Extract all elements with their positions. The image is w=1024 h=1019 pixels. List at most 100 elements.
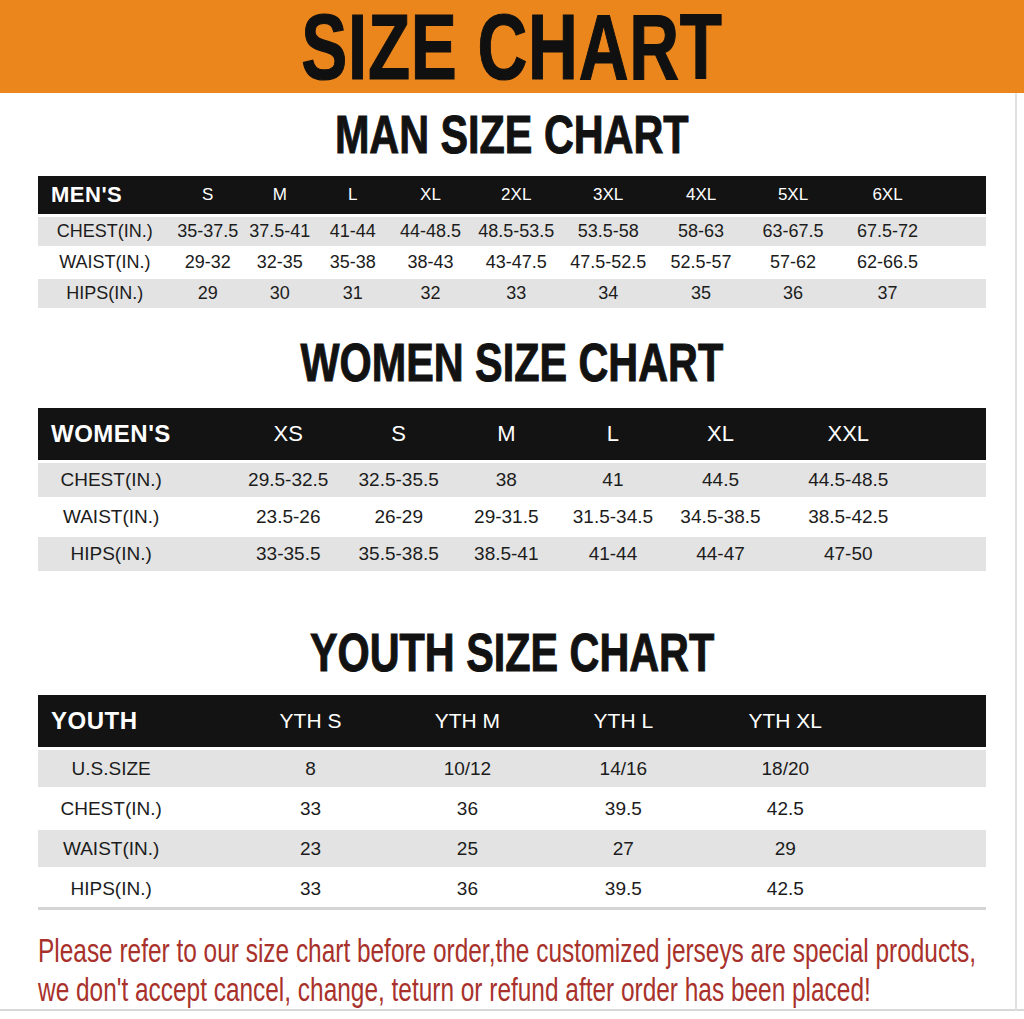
disclaimer-line-2: we don't accept cancel, change, teturn o… bbox=[38, 970, 768, 1009]
row-label: WAIST(IN.) bbox=[38, 500, 232, 537]
youth-col-header-yth-l: YTH L bbox=[546, 695, 701, 750]
men-header-row: MEN'SSMLXL2XL3XL4XL5XL6XL bbox=[38, 176, 986, 217]
youth-col-header-yth-xl: YTH XL bbox=[701, 695, 986, 750]
size-value-cell: 34.5-38.5 bbox=[666, 500, 774, 537]
size-value-cell: 35-38 bbox=[316, 248, 390, 279]
size-value-cell: 18/20 bbox=[701, 750, 986, 790]
row-label: CHEST(IN.) bbox=[38, 790, 232, 830]
row-label: WAIST(IN.) bbox=[38, 830, 232, 870]
size-value-cell: 32-35 bbox=[244, 248, 316, 279]
size-value-cell: 44-47 bbox=[666, 537, 774, 574]
size-value-cell: 44.5-48.5 bbox=[775, 463, 986, 500]
women-col-header-s: S bbox=[344, 408, 453, 463]
women-size-table: WOMEN'SXSSMLXLXXLCHEST(IN.)29.5-32.532.5… bbox=[38, 408, 986, 574]
men-row-chest-in.-: CHEST(IN.)35-37.537.5-4141-4444-48.548.5… bbox=[38, 217, 986, 248]
size-value-cell: 62-66.5 bbox=[839, 248, 986, 279]
size-value-cell: 58-63 bbox=[655, 217, 747, 248]
men-col-header-m: M bbox=[244, 176, 316, 217]
size-value-cell: 8 bbox=[232, 750, 388, 790]
size-value-cell: 37 bbox=[839, 279, 986, 310]
page-title: SIZE CHART bbox=[301, 1, 723, 93]
men-title-zone: MAN SIZE CHART bbox=[0, 93, 1024, 176]
youth-corner-label: YOUTH bbox=[38, 695, 232, 750]
men-section-title: MAN SIZE CHART bbox=[335, 108, 689, 161]
youth-row-chest-in.-: CHEST(IN.)333639.542.5 bbox=[38, 790, 986, 830]
banner: SIZE CHART bbox=[0, 0, 1024, 93]
size-value-cell: 30 bbox=[244, 279, 316, 310]
size-value-cell: 23 bbox=[232, 830, 388, 870]
youth-row-u.s.size: U.S.SIZE810/1214/1618/20 bbox=[38, 750, 986, 790]
men-col-header-2xl: 2XL bbox=[471, 176, 561, 217]
size-value-cell: 29 bbox=[172, 279, 244, 310]
women-col-header-xl: XL bbox=[666, 408, 774, 463]
size-value-cell: 38.5-41 bbox=[453, 537, 559, 574]
size-value-cell: 29.5-32.5 bbox=[232, 463, 344, 500]
men-row-waist-in.-: WAIST(IN.)29-3232-3535-3838-4343-47.547.… bbox=[38, 248, 986, 279]
women-col-header-m: M bbox=[453, 408, 559, 463]
size-value-cell: 42.5 bbox=[701, 790, 986, 830]
size-chart-sections: MAN SIZE CHARTMEN'SSMLXL2XL3XL4XL5XL6XLC… bbox=[0, 93, 1024, 910]
size-value-cell: 36 bbox=[747, 279, 839, 310]
right-edge-divider bbox=[1015, 93, 1017, 1011]
men-row-hips-in.-: HIPS(IN.)293031323334353637 bbox=[38, 279, 986, 310]
women-section-title: WOMEN SIZE CHART bbox=[301, 336, 724, 389]
youth-header-row: YOUTHYTH SYTH MYTH LYTH XL bbox=[38, 695, 986, 750]
men-col-header-5xl: 5XL bbox=[747, 176, 839, 217]
size-value-cell: 53.5-58 bbox=[561, 217, 655, 248]
women-col-header-l: L bbox=[559, 408, 666, 463]
row-label: HIPS(IN.) bbox=[38, 279, 172, 310]
youth-section-title: YOUTH SIZE CHART bbox=[310, 626, 714, 679]
size-value-cell: 67.5-72 bbox=[839, 217, 986, 248]
size-value-cell: 52.5-57 bbox=[655, 248, 747, 279]
size-value-cell: 31 bbox=[316, 279, 390, 310]
row-label: CHEST(IN.) bbox=[38, 217, 172, 248]
size-value-cell: 26-29 bbox=[344, 500, 453, 537]
men-col-header-s: S bbox=[172, 176, 244, 217]
size-value-cell: 44.5 bbox=[666, 463, 774, 500]
size-value-cell: 57-62 bbox=[747, 248, 839, 279]
size-value-cell: 34 bbox=[561, 279, 655, 310]
size-value-cell: 35 bbox=[655, 279, 747, 310]
size-value-cell: 27 bbox=[546, 830, 701, 870]
size-value-cell: 25 bbox=[389, 830, 546, 870]
size-value-cell: 29-31.5 bbox=[453, 500, 559, 537]
women-header-row: WOMEN'SXSSMLXLXXL bbox=[38, 408, 986, 463]
size-value-cell: 41 bbox=[559, 463, 666, 500]
size-value-cell: 37.5-41 bbox=[244, 217, 316, 248]
size-value-cell: 39.5 bbox=[546, 790, 701, 830]
size-value-cell: 38 bbox=[453, 463, 559, 500]
size-value-cell: 41-44 bbox=[559, 537, 666, 574]
youth-row-hips-in.-: HIPS(IN.)333639.542.5 bbox=[38, 870, 986, 910]
youth-size-table: YOUTHYTH SYTH MYTH LYTH XLU.S.SIZE810/12… bbox=[38, 695, 986, 910]
men-corner-label: MEN'S bbox=[38, 176, 172, 217]
disclaimer: Please refer to our size chart before or… bbox=[38, 931, 1024, 1009]
size-value-cell: 32.5-35.5 bbox=[344, 463, 453, 500]
size-value-cell: 35-37.5 bbox=[172, 217, 244, 248]
women-row-chest-in.-: CHEST(IN.)29.5-32.532.5-35.5384144.544.5… bbox=[38, 463, 986, 500]
size-value-cell: 39.5 bbox=[546, 870, 701, 910]
women-col-header-xxl: XXL bbox=[775, 408, 986, 463]
size-value-cell: 44-48.5 bbox=[390, 217, 472, 248]
row-label: HIPS(IN.) bbox=[38, 870, 232, 910]
size-value-cell: 38-43 bbox=[390, 248, 472, 279]
size-value-cell: 48.5-53.5 bbox=[471, 217, 561, 248]
size-value-cell: 31.5-34.5 bbox=[559, 500, 666, 537]
size-value-cell: 29-32 bbox=[172, 248, 244, 279]
size-value-cell: 33 bbox=[232, 790, 388, 830]
men-col-header-4xl: 4XL bbox=[655, 176, 747, 217]
size-value-cell: 47-50 bbox=[775, 537, 986, 574]
men-col-header-3xl: 3XL bbox=[561, 176, 655, 217]
size-value-cell: 23.5-26 bbox=[232, 500, 344, 537]
size-value-cell: 29 bbox=[701, 830, 986, 870]
youth-col-header-yth-s: YTH S bbox=[232, 695, 388, 750]
bottom-divider bbox=[0, 1009, 1024, 1011]
size-value-cell: 38.5-42.5 bbox=[775, 500, 986, 537]
women-row-hips-in.-: HIPS(IN.)33-35.535.5-38.538.5-4141-4444-… bbox=[38, 537, 986, 574]
size-value-cell: 43-47.5 bbox=[471, 248, 561, 279]
size-value-cell: 47.5-52.5 bbox=[561, 248, 655, 279]
row-label: HIPS(IN.) bbox=[38, 537, 232, 574]
size-value-cell: 42.5 bbox=[701, 870, 986, 910]
size-value-cell: 32 bbox=[390, 279, 472, 310]
size-value-cell: 41-44 bbox=[316, 217, 390, 248]
men-col-header-xl: XL bbox=[390, 176, 472, 217]
